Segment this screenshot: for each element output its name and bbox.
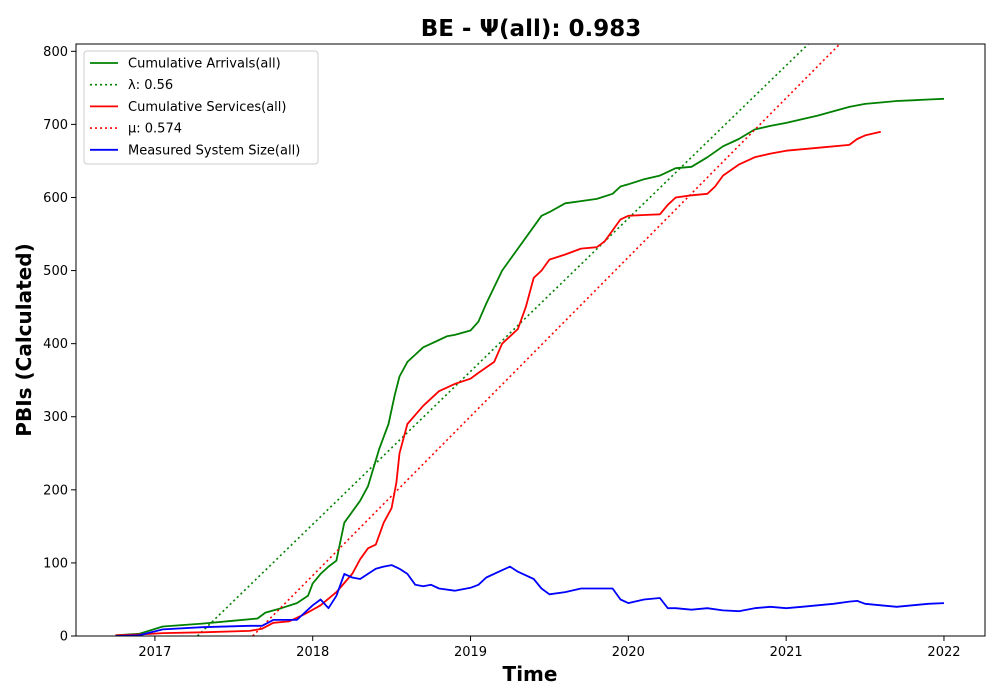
legend-box: [83, 50, 319, 165]
legend-label-2: Cumulative Services(all): [128, 100, 286, 115]
series-line-1: [196, 44, 809, 636]
series-line-2: [115, 130, 882, 636]
series-line-0: [115, 97, 945, 636]
y-axis-label: PBIs (Calculated): [12, 243, 36, 436]
legend-label-3: μ: 0.574: [128, 122, 182, 137]
series-layer: [115, 44, 945, 636]
x-tick-label: 2020: [612, 645, 645, 660]
y-tick-label: 100: [43, 556, 68, 571]
y-tick-label: 600: [43, 191, 68, 206]
series-line-4: [115, 564, 945, 636]
x-tick-label: 2017: [138, 645, 171, 660]
x-tick-label: 2022: [927, 645, 960, 660]
chart-title: BE - Ψ(all): 0.983: [421, 16, 642, 42]
y-tick-label: 500: [43, 264, 68, 279]
y-tick-label: 400: [43, 337, 68, 352]
y-tick-label: 0: [60, 630, 68, 645]
legend: Cumulative Arrivals(all) λ: 0.56 Cumulativ…: [83, 50, 319, 165]
y-tick-label: 200: [43, 483, 68, 498]
plot-frame: [75, 43, 986, 637]
y-axis: 0 100 200 300 400 500 600 700 800: [43, 45, 76, 645]
y-tick-label: 300: [43, 410, 68, 425]
x-tick-label: 2019: [454, 645, 487, 660]
y-tick-label: 700: [43, 118, 68, 133]
legend-label-0: Cumulative Arrivals(all): [128, 57, 281, 72]
legend-label-1: λ: 0.56: [128, 78, 173, 93]
y-tick-label: 800: [43, 45, 68, 60]
legend-label-4: Measured System Size(all): [128, 143, 300, 158]
series-line-3: [252, 44, 841, 636]
x-axis: 2017 2018 2019 2020 2021 2022: [138, 636, 961, 660]
x-tick-label: 2018: [296, 645, 329, 660]
x-axis-label: Time: [503, 662, 558, 686]
x-tick-label: 2021: [770, 645, 803, 660]
